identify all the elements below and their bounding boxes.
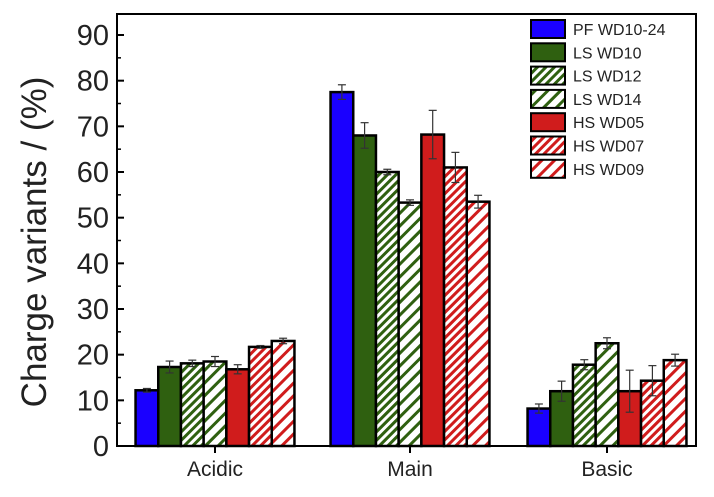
legend-label: LS WD14 (573, 92, 642, 109)
legend-swatch (530, 42, 566, 63)
error-bar (603, 337, 611, 350)
legend-swatch (530, 135, 566, 156)
error-bar (671, 353, 680, 367)
legend-swatch (530, 158, 566, 179)
bar-basic-1 (526, 407, 552, 448)
bar-main-1 (329, 90, 355, 448)
y-tick-label: 70 (77, 111, 109, 143)
legend-label: LS WD10 (573, 45, 642, 62)
y-tick-label: 0 (93, 431, 109, 463)
error-bar (188, 359, 197, 368)
error-bar (648, 365, 657, 397)
bar-main-4 (397, 201, 423, 448)
bar-acidic-7 (270, 339, 296, 448)
error-bar (625, 369, 634, 413)
legend-label: HS WD05 (573, 115, 644, 132)
legend: PF WD10-24 LS WD10 LS WD12 LS WD14 HS WD05 HS… (530, 19, 666, 179)
error-bar (406, 199, 414, 206)
error-bar (451, 151, 460, 184)
bar-acidic-5 (225, 368, 251, 448)
y-tick-label: 50 (77, 203, 109, 235)
legend-swatch (530, 19, 566, 39)
legend-swatch (530, 88, 566, 109)
error-bar (165, 360, 174, 374)
y-axis-label: Charge variants / (%) (15, 77, 54, 408)
plot-frame (116, 13, 697, 447)
x-tick-label-basic: Basic (581, 458, 632, 481)
y-tick-label: 30 (77, 294, 109, 326)
bar-basic-4 (594, 342, 620, 448)
bar-acidic-1 (134, 389, 160, 448)
error-bar (211, 355, 219, 368)
error-bar (279, 337, 288, 345)
x-tick-label-main: Main (387, 458, 433, 481)
legend-swatch (530, 112, 566, 133)
y-tick-label: 60 (77, 157, 109, 189)
error-bar (474, 194, 483, 209)
bar-main-7 (465, 200, 491, 448)
y-tick-label: 20 (77, 340, 109, 372)
bar-main-3 (374, 170, 400, 448)
legend-label: HS WD07 (573, 139, 644, 156)
error-bar (337, 84, 346, 100)
y-tick-label: 10 (77, 385, 109, 417)
bar-main-5 (420, 133, 446, 448)
error-bar (360, 122, 369, 149)
legend-label: LS WD12 (573, 69, 642, 86)
bars (134, 84, 688, 448)
error-bar (256, 344, 265, 349)
bar-main-2 (352, 134, 378, 448)
error-bar (428, 109, 437, 160)
bar-acidic-6 (247, 345, 274, 448)
error-bar (233, 364, 242, 375)
bar-basic-7 (662, 358, 688, 448)
error-bar (534, 403, 543, 414)
error-bar (557, 380, 566, 402)
error-bar (383, 168, 392, 176)
bar-acidic-4 (202, 360, 228, 448)
bar-acidic-2 (157, 365, 183, 448)
bar-main-6 (442, 166, 468, 448)
x-tick-label-acidic: Acidic (187, 458, 243, 481)
legend-swatch (530, 65, 566, 86)
bar-acidic-3 (179, 362, 205, 448)
error-bar (580, 359, 589, 371)
error-bar (142, 387, 151, 393)
legend-label: HS WD09 (573, 162, 644, 179)
y-tick-label: 80 (77, 66, 109, 98)
legend-label: PF WD10-24 (573, 22, 666, 39)
axes: 0 10 20 30 40 50 60 70 80 90 Acidic Main Basic (77, 13, 697, 481)
y-tick-label: 40 (77, 248, 109, 280)
y-tick-label: 90 (77, 20, 109, 52)
bar-basic-3 (571, 363, 597, 448)
